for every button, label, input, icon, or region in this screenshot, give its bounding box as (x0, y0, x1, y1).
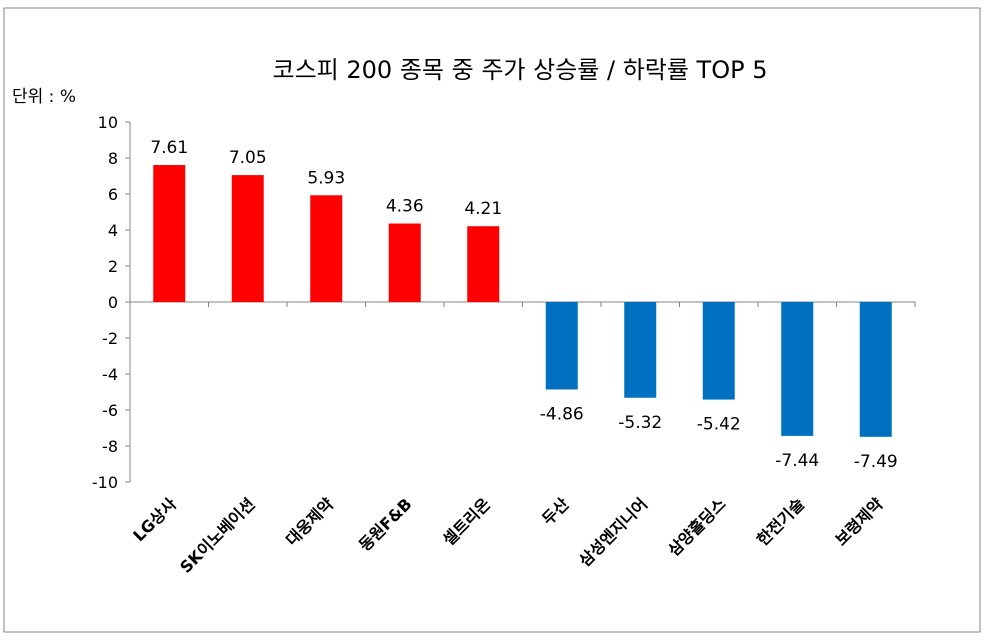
data-label: 4.36 (386, 197, 424, 217)
y-tick-label: -4 (102, 365, 118, 384)
bar-한전기술 (781, 302, 814, 436)
y-tick-label: -6 (102, 401, 118, 420)
bar-삼성엔지니어 (624, 302, 657, 398)
data-label: 7.05 (229, 148, 267, 168)
bar-동원F&B (388, 223, 421, 302)
y-tick-label: -10 (92, 473, 118, 492)
y-tick-label: 6 (108, 185, 118, 204)
y-tick-label: 8 (108, 149, 118, 168)
data-label: 4.21 (464, 199, 502, 219)
bar-보령제약 (859, 302, 892, 437)
data-label: -5.32 (618, 413, 662, 433)
y-tick-label: 4 (108, 221, 118, 240)
bar-두산 (545, 302, 578, 390)
data-label: 7.61 (150, 138, 188, 158)
bar-SK이노베이션 (231, 175, 264, 302)
bar-대웅제약 (310, 195, 343, 302)
chart-title: 코스피 200 종목 중 주가 상승률 / 하락률 TOP 5 (273, 56, 768, 84)
y-tick-label: -2 (102, 329, 118, 348)
bar-삼양홀딩스 (702, 302, 735, 400)
y-tick-label: 0 (108, 293, 118, 312)
bar-셀트리온 (467, 226, 500, 302)
chart-border (3, 7, 981, 633)
y-tick-label: 10 (98, 113, 118, 132)
y-tick-label: -8 (102, 437, 118, 456)
data-label: -5.42 (697, 415, 741, 435)
data-label: 5.93 (307, 168, 345, 188)
data-label: -4.86 (540, 404, 584, 424)
y-tick-label: 2 (108, 257, 118, 276)
unit-label: 단위 : % (12, 87, 76, 107)
data-label: -7.44 (775, 451, 819, 471)
bar-LG상사 (153, 165, 186, 302)
data-label: -7.49 (854, 452, 898, 472)
